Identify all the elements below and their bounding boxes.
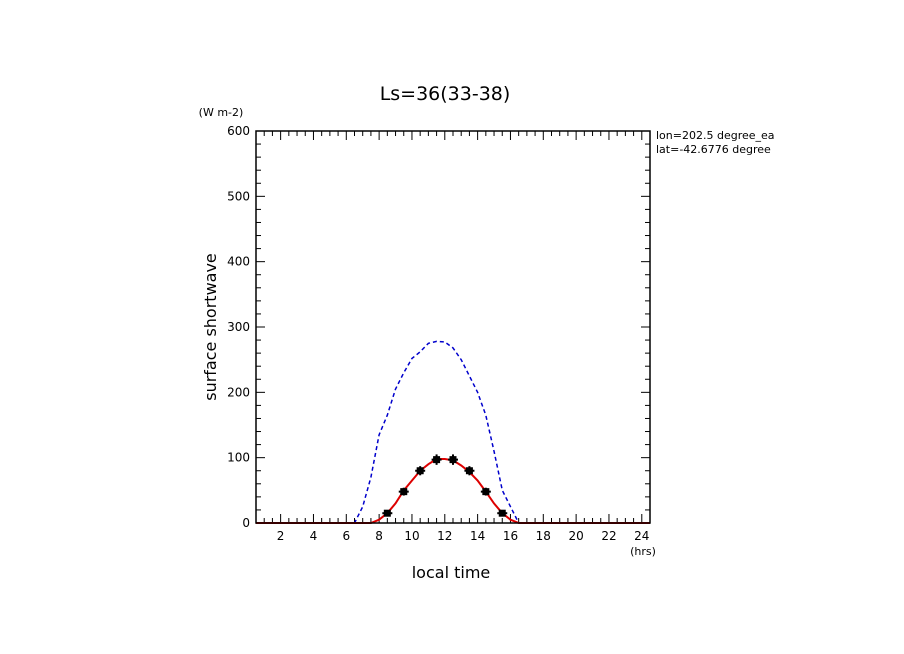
data-point	[482, 488, 490, 496]
y-tick-label: 300	[227, 320, 250, 334]
x-tick-label: 20	[568, 529, 583, 543]
x-tick-label: 14	[470, 529, 485, 543]
y-axis-label: surface shortwave	[201, 253, 220, 401]
data-point	[416, 467, 424, 475]
x-tick-label: 10	[404, 529, 419, 543]
data-point	[400, 488, 408, 496]
x-axis-label: local time	[412, 563, 491, 582]
chart-title: Ls=36(33-38)	[380, 83, 511, 105]
y-tick-label: 600	[227, 124, 250, 138]
data-point	[383, 509, 391, 517]
y-tick-label: 0	[242, 516, 250, 530]
series-line-solid	[256, 458, 650, 524]
info-lat: lat=-42.6776 degree	[656, 143, 771, 156]
plot-frame	[255, 130, 651, 524]
series-layer	[256, 340, 650, 524]
info-lon: lon=202.5 degree_ea	[656, 129, 775, 142]
y-tick-label: 200	[227, 385, 250, 399]
data-point	[465, 467, 473, 475]
x-tick-label: 22	[601, 529, 616, 543]
x-tick-label: 18	[536, 529, 551, 543]
x-tick-label: 6	[342, 529, 350, 543]
x-tick-label: 8	[375, 529, 383, 543]
data-point	[433, 456, 441, 464]
x-tick-label: 2	[277, 529, 285, 543]
y-unit-label: (W m-2)	[199, 106, 244, 119]
x-tick-label: 4	[310, 529, 318, 543]
x-unit-label: (hrs)	[630, 545, 656, 558]
series-line-dashed	[256, 340, 650, 524]
x-tick-label: 24	[634, 529, 649, 543]
y-tick-label: 500	[227, 189, 250, 203]
x-tick-label: 16	[503, 529, 518, 543]
x-tick-label: 12	[437, 529, 452, 543]
y-tick-label: 400	[227, 255, 250, 269]
data-point	[498, 509, 506, 517]
data-point	[449, 456, 457, 464]
y-tick-label: 100	[227, 451, 250, 465]
